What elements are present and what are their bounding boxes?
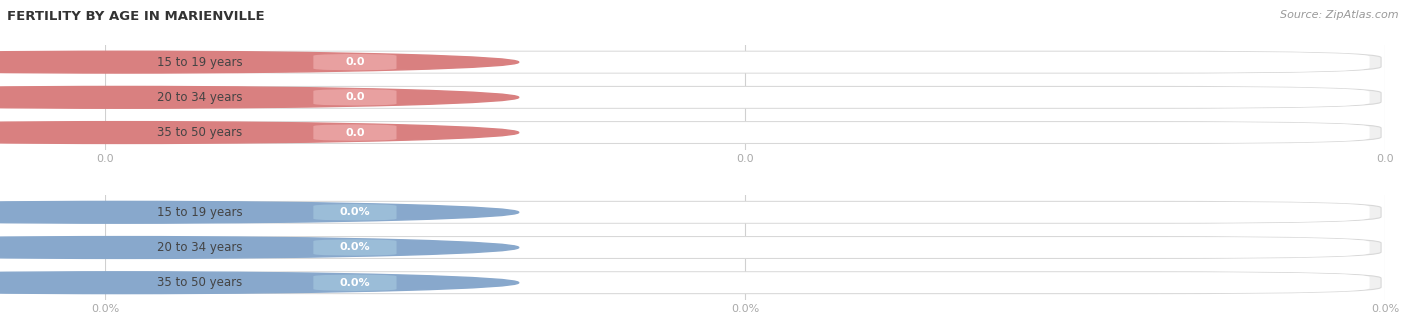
Circle shape <box>0 201 519 223</box>
FancyBboxPatch shape <box>128 52 1369 73</box>
FancyBboxPatch shape <box>314 204 396 221</box>
Text: FERTILITY BY AGE IN MARIENVILLE: FERTILITY BY AGE IN MARIENVILLE <box>7 10 264 23</box>
FancyBboxPatch shape <box>110 201 1381 223</box>
Text: 35 to 50 years: 35 to 50 years <box>156 276 242 289</box>
FancyBboxPatch shape <box>110 272 1381 294</box>
Text: 0.0%: 0.0% <box>340 243 370 252</box>
FancyBboxPatch shape <box>128 202 1369 223</box>
Text: 15 to 19 years: 15 to 19 years <box>156 206 242 219</box>
FancyBboxPatch shape <box>110 237 1381 258</box>
Circle shape <box>0 237 519 258</box>
FancyBboxPatch shape <box>314 274 396 291</box>
FancyBboxPatch shape <box>314 124 396 141</box>
FancyBboxPatch shape <box>314 239 396 256</box>
Text: 20 to 34 years: 20 to 34 years <box>156 91 242 104</box>
Text: Source: ZipAtlas.com: Source: ZipAtlas.com <box>1281 10 1399 20</box>
Text: 0.0: 0.0 <box>346 57 364 67</box>
FancyBboxPatch shape <box>314 89 396 106</box>
FancyBboxPatch shape <box>110 86 1381 108</box>
Circle shape <box>0 86 519 108</box>
Circle shape <box>0 272 519 294</box>
FancyBboxPatch shape <box>110 122 1381 144</box>
FancyBboxPatch shape <box>314 54 396 71</box>
Text: 0.0%: 0.0% <box>340 278 370 288</box>
Text: 0.0: 0.0 <box>346 92 364 102</box>
Text: 15 to 19 years: 15 to 19 years <box>156 56 242 69</box>
Text: 35 to 50 years: 35 to 50 years <box>156 126 242 139</box>
FancyBboxPatch shape <box>110 51 1381 73</box>
Circle shape <box>0 51 519 73</box>
Text: 20 to 34 years: 20 to 34 years <box>156 241 242 254</box>
FancyBboxPatch shape <box>128 87 1369 108</box>
Circle shape <box>0 122 519 144</box>
FancyBboxPatch shape <box>128 122 1369 143</box>
FancyBboxPatch shape <box>128 272 1369 293</box>
Text: 0.0%: 0.0% <box>340 207 370 217</box>
FancyBboxPatch shape <box>128 237 1369 258</box>
Text: 0.0: 0.0 <box>346 128 364 138</box>
